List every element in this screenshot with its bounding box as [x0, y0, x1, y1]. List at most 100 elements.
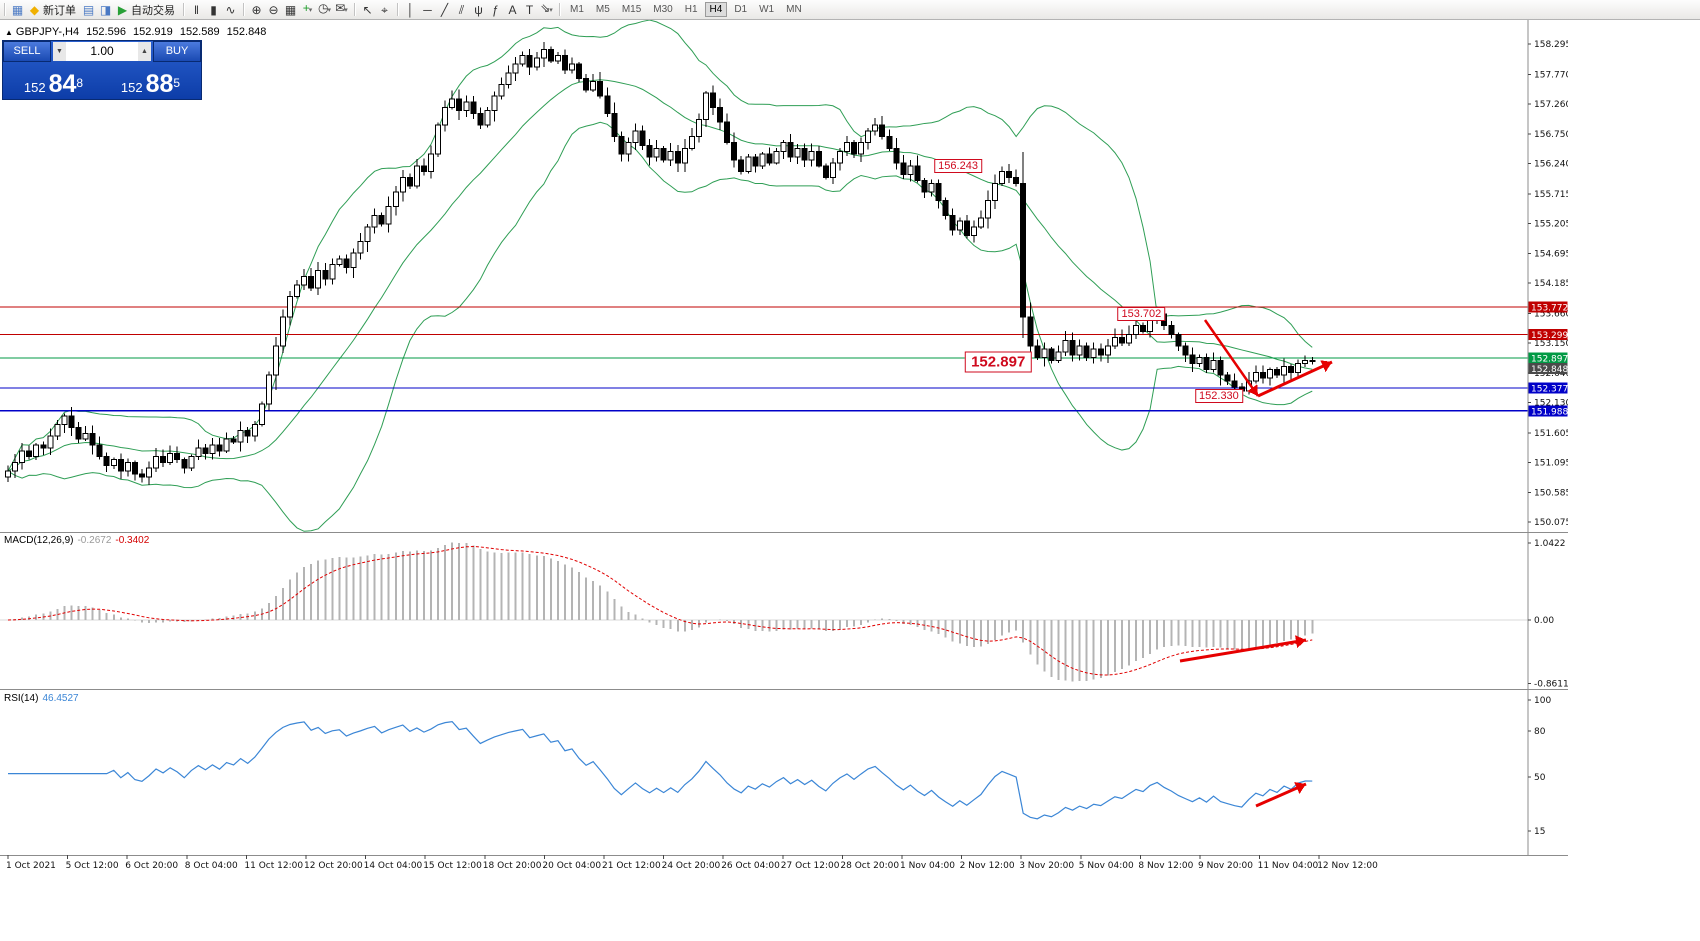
new-order-label[interactable]: 新订单 — [43, 4, 76, 17]
svg-text:80: 80 — [1534, 727, 1546, 737]
timeframe-w1-button[interactable]: W1 — [759, 4, 775, 15]
toolbar-separator — [4, 3, 5, 16]
vertical-line-icon[interactable]: │ — [406, 2, 415, 17]
svg-text:100: 100 — [1534, 696, 1551, 706]
ask-price[interactable]: 152 88 5 — [102, 72, 199, 97]
svg-text:155.715: 155.715 — [1534, 190, 1568, 200]
lot-size-value[interactable]: 1.00 — [90, 44, 114, 58]
svg-text:157.770: 157.770 — [1534, 71, 1568, 81]
level-lines[interactable] — [0, 306, 1528, 412]
new-chart-icon[interactable]: ▦ — [11, 2, 24, 17]
dropdown-caret-icon[interactable]: ▾ — [308, 7, 313, 14]
svg-text:15: 15 — [1534, 827, 1545, 837]
candles — [5, 42, 1316, 485]
arrows-icon[interactable]: ⇘▾ — [540, 1, 553, 15]
svg-text:157.260: 157.260 — [1534, 100, 1568, 110]
timeframe-m30-button[interactable]: M30 — [653, 4, 673, 15]
macd-indicator-label: MACD(12,26,9) -0.2672 -0.3402 — [4, 535, 149, 546]
bid-price[interactable]: 152 84 8 — [5, 72, 102, 97]
svg-text:5 Nov 04:00: 5 Nov 04:00 — [1079, 861, 1134, 871]
chart-drawings[interactable] — [1179, 319, 1333, 808]
svg-text:15 Oct 12:00: 15 Oct 12:00 — [423, 861, 482, 871]
timeframe-h4-button[interactable]: H4 — [704, 2, 728, 17]
chart-window[interactable]: 158.295 157.770 157.260 156.750 156.240 155.7… — [0, 19, 1571, 941]
collapse-panel-icon[interactable]: ▲ — [5, 28, 13, 37]
market-watch-icon[interactable]: ◨ — [99, 2, 112, 17]
dropdown-caret-icon[interactable]: ▾ — [549, 7, 553, 14]
auto-trading-icon[interactable]: ▶ — [117, 2, 128, 17]
svg-text:11 Nov 04:00: 11 Nov 04:00 — [1258, 861, 1319, 871]
toolbar-items: ▦ ◆ 新订单 ▤ ◨ ▶ 自动交易 ‖ ▮ ∿ ⊕ ⊖ ▦ +▾ ◷▾ ✉▾ ↖ ⌖ │ ─ ╱ ⫽ ψ ƒ A T ⇘▾ — [0, 0, 564, 19]
candlestick-chart-icon[interactable]: ▮ — [210, 2, 217, 17]
svg-text:3 Nov 20:00: 3 Nov 20:00 — [1019, 861, 1074, 871]
zoom-in-icon[interactable]: ⊕ — [251, 2, 262, 17]
zoom-out-icon[interactable]: ⊖ — [268, 2, 279, 17]
macd-name: MACD(12,26,9) — [4, 535, 74, 546]
svg-text:12 Nov 12:00: 12 Nov 12:00 — [1317, 861, 1378, 871]
auto-trading-label[interactable]: 自动交易 — [131, 4, 175, 17]
rsi-value: 46.4527 — [42, 693, 79, 704]
svg-text:154.695: 154.695 — [1534, 249, 1568, 259]
sell-button[interactable]: SELL — [3, 41, 51, 62]
svg-text:154.185: 154.185 — [1534, 279, 1568, 289]
ohlc-close: 152.848 — [226, 26, 267, 38]
timeframe-m5-button[interactable]: M5 — [595, 4, 610, 15]
new-order-icon[interactable]: ◆ — [29, 2, 40, 17]
crosshair-icon[interactable]: ⌖ — [381, 2, 388, 17]
trendline-icon[interactable]: ╱ — [440, 2, 449, 17]
fibonacci-icon[interactable]: ƒ — [492, 2, 499, 17]
axes: 158.295 157.770 157.260 156.750 156.240 155.7… — [0, 19, 1571, 871]
cursor-icon[interactable]: ↖ — [362, 2, 373, 17]
svg-text:9 Nov 20:00: 9 Nov 20:00 — [1198, 861, 1253, 871]
toolbar-separator — [183, 3, 184, 16]
profile-icon[interactable]: ▤ — [82, 2, 95, 17]
svg-text:8 Nov 12:00: 8 Nov 12:00 — [1138, 861, 1193, 871]
buy-button[interactable]: BUY — [153, 41, 201, 62]
bid-main: 152 — [23, 80, 46, 95]
svg-text:21 Oct 12:00: 21 Oct 12:00 — [602, 861, 661, 871]
indicators-icon[interactable]: +▾ — [302, 1, 313, 15]
price-callout[interactable]: 156.243 — [934, 158, 982, 173]
timeframe-mn-button[interactable]: MN — [786, 4, 802, 15]
svg-text:18 Oct 20:00: 18 Oct 20:00 — [483, 861, 542, 871]
horizontal-line-icon[interactable]: ─ — [423, 2, 432, 17]
lot-increase-button[interactable]: ▲ — [138, 42, 151, 61]
price-chart-canvas[interactable]: 158.295 157.770 157.260 156.750 156.240 155.7… — [0, 19, 1571, 881]
svg-text:151.605: 151.605 — [1534, 429, 1568, 439]
svg-text:1 Oct 2021: 1 Oct 2021 — [6, 861, 56, 871]
svg-text:156.750: 156.750 — [1534, 130, 1568, 140]
lot-decrease-button[interactable]: ▼ — [53, 42, 66, 61]
timeframe-h1-button[interactable]: H1 — [684, 4, 698, 15]
dropdown-caret-icon[interactable]: ▾ — [327, 7, 331, 14]
toolbar-separator — [397, 3, 398, 16]
macd-signal-value: -0.3402 — [115, 535, 150, 546]
periods-icon[interactable]: ◷▾ — [318, 1, 331, 15]
bar-chart-icon[interactable]: ‖ — [194, 2, 199, 17]
svg-text:158.295: 158.295 — [1534, 40, 1568, 50]
ohlc-low: 152.589 — [179, 26, 220, 38]
tile-windows-icon[interactable]: ▦ — [284, 2, 297, 17]
price-callout[interactable]: 152.897 — [965, 351, 1032, 373]
lot-size-field[interactable]: ▼ 1.00 ▲ — [53, 42, 151, 61]
line-chart-icon[interactable]: ∿ — [225, 2, 236, 17]
text-icon[interactable]: A — [508, 2, 517, 17]
svg-text:152.130: 152.130 — [1534, 398, 1568, 408]
bollinger-bands — [7, 19, 1313, 532]
timeframe-d1-button[interactable]: D1 — [734, 4, 748, 15]
timeframe-m1-button[interactable]: M1 — [570, 4, 584, 15]
price-callout[interactable]: 153.702 — [1117, 306, 1166, 321]
channel-icon[interactable]: ⫽ — [458, 2, 465, 17]
dropdown-caret-icon[interactable]: ▾ — [344, 7, 348, 14]
andrews-pitchfork-icon[interactable]: ψ — [474, 2, 483, 17]
ask-main: 152 — [120, 80, 143, 95]
timeframe-m15-button[interactable]: M15 — [621, 4, 642, 15]
svg-text:150.075: 150.075 — [1534, 518, 1568, 528]
timeframe-bar: M1 M5 M15 M30 H1 H4 D1 W1 MN — [564, 0, 808, 19]
svg-text:5 Oct 12:00: 5 Oct 12:00 — [66, 861, 119, 871]
svg-text:153.660: 153.660 — [1534, 310, 1568, 320]
templates-icon[interactable]: ✉▾ — [335, 1, 348, 15]
label-icon[interactable]: T — [525, 2, 534, 17]
main-toolbar: ▦ ◆ 新订单 ▤ ◨ ▶ 自动交易 ‖ ▮ ∿ ⊕ ⊖ ▦ +▾ ◷▾ ✉▾ ↖ ⌖ │ ─ ╱ ⫽ ψ ƒ A T ⇘▾ M1 M… — [0, 0, 1700, 20]
price-callout[interactable]: 152.330 — [1195, 388, 1243, 403]
svg-text:-0.8611: -0.8611 — [1534, 680, 1568, 690]
